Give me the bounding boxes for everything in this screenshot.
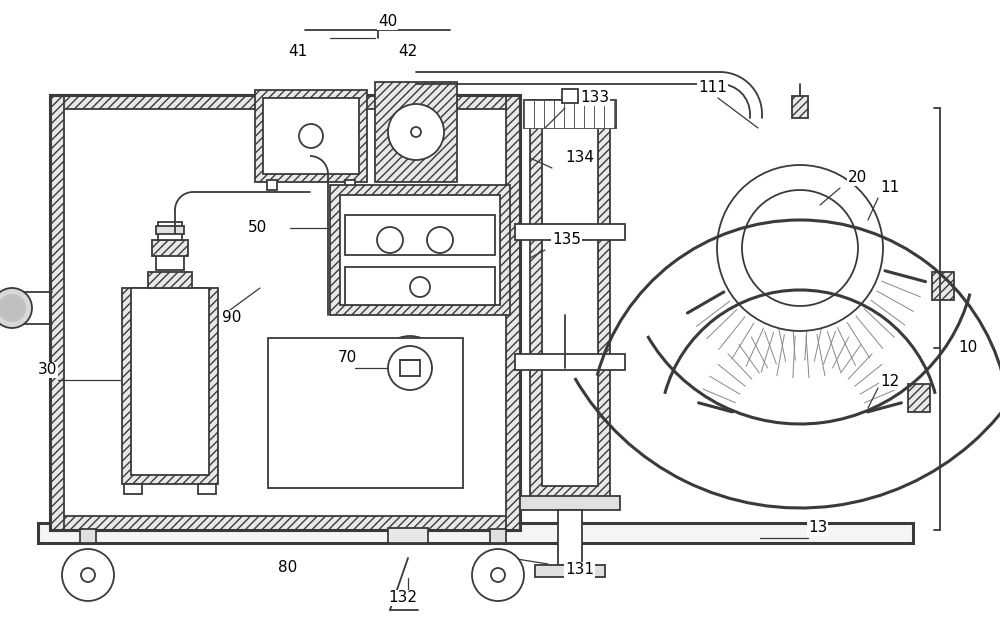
Bar [594,100,604,128]
Circle shape [472,549,524,601]
Bar [520,496,620,510]
Bar [50,95,64,530]
Circle shape [388,104,444,160]
Bar [263,98,359,174]
Bar [50,516,520,530]
Text: 12: 12 [880,375,899,389]
Circle shape [0,288,32,328]
Bar [544,100,554,128]
Bar [156,226,184,234]
Bar [558,510,582,565]
Bar [908,384,930,412]
Bar [562,89,578,103]
Bar [542,112,598,486]
Bar [340,195,500,305]
Bar [584,100,594,128]
Circle shape [491,568,505,582]
Bar [148,272,192,288]
Bar [574,100,584,128]
Bar [124,484,142,494]
Bar [530,100,610,498]
Bar [554,100,564,128]
Circle shape [427,227,453,253]
Bar [80,529,96,543]
Bar [792,96,808,118]
Text: 13: 13 [808,521,827,535]
Bar [515,224,625,240]
Bar [345,215,495,255]
Circle shape [410,277,430,297]
Bar [524,100,534,128]
Bar [330,185,510,315]
Bar [50,95,520,109]
Bar [506,95,520,530]
Text: 11: 11 [880,181,899,195]
Bar [50,95,520,530]
Bar [534,100,544,128]
Bar [524,100,616,128]
Bar [255,90,367,182]
Bar [345,267,495,305]
Circle shape [299,124,323,148]
Bar [198,484,216,494]
Bar [388,528,428,543]
Text: 50: 50 [248,221,267,236]
Bar [535,565,605,577]
Text: 134: 134 [565,150,594,166]
Bar [268,338,463,488]
Text: 90: 90 [222,310,241,325]
Bar [375,82,457,182]
Text: 42: 42 [398,44,417,59]
Text: 131: 131 [565,562,594,578]
Bar [158,222,182,240]
Text: 70: 70 [338,351,357,365]
Text: 132: 132 [388,590,417,605]
Circle shape [377,227,403,253]
Bar [564,100,574,128]
Circle shape [62,549,114,601]
Bar [400,360,420,376]
Text: 135: 135 [552,233,581,248]
Text: 111: 111 [698,80,727,95]
Bar [122,288,218,484]
Bar [267,180,277,190]
Circle shape [0,294,26,322]
Circle shape [388,346,432,390]
Bar [515,354,625,370]
Bar [932,272,954,300]
Bar [345,180,355,190]
Text: 133: 133 [580,90,609,106]
Text: 20: 20 [848,171,867,186]
Text: 41: 41 [288,44,307,59]
Bar [50,95,520,530]
Text: 40: 40 [378,15,397,30]
Bar [38,523,913,543]
Circle shape [81,568,95,582]
Text: 10: 10 [958,341,977,355]
Bar [131,288,209,475]
Circle shape [378,336,442,400]
Bar [490,529,506,543]
Bar [152,240,188,256]
Text: 80: 80 [278,561,297,576]
Text: 30: 30 [38,363,57,377]
Circle shape [411,127,421,137]
Bar [604,100,614,128]
Circle shape [742,190,858,306]
Circle shape [717,165,883,331]
Bar [156,250,184,270]
